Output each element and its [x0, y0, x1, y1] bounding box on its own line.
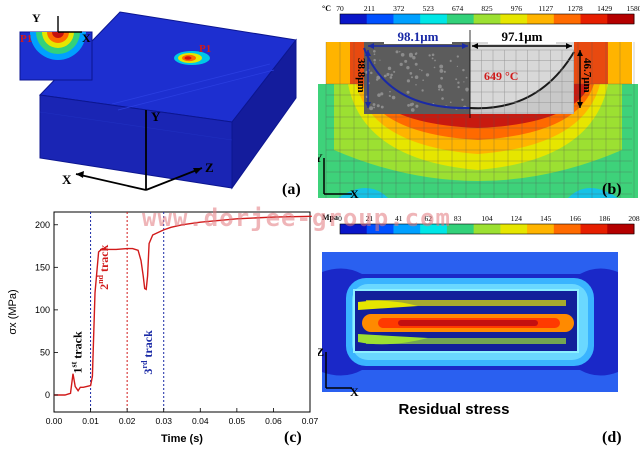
x-tick-label: 0.02: [119, 416, 136, 426]
y-tick-label: 100: [35, 305, 50, 315]
p1-label: P1: [199, 43, 211, 55]
inset-axis-y: Y: [32, 11, 41, 25]
colorbar-tick-label: 1580: [627, 4, 640, 13]
colorbar-tick-label: 70: [336, 4, 344, 13]
panel-a-figure: P1 Y X P1 Y X Z (a): [0, 0, 318, 202]
colorbar-tick-label: 186: [599, 214, 611, 223]
colorbar-tick-label: 211: [364, 4, 375, 13]
y-axis-title: σx (MPa): [7, 289, 19, 334]
colorbar-segment: [340, 14, 367, 24]
track-label: 2nd track: [96, 244, 111, 290]
inset-axis-x: X: [82, 31, 91, 45]
x-tick-label: 0.00: [46, 416, 63, 426]
y-tick-label: 50: [40, 347, 50, 357]
temperature-unit: °C: [322, 4, 331, 13]
axis-x-label-d: X: [350, 385, 359, 399]
panel-b-label: (b): [602, 181, 622, 198]
colorbar-tick-label: 372: [393, 4, 405, 13]
y-tick-label: 200: [35, 220, 50, 230]
axis-x-label-b: X: [350, 187, 359, 201]
colorbar-segment: [474, 14, 501, 24]
colorbar-segment: [367, 14, 394, 24]
colorbar-segment: [581, 224, 608, 234]
colorbar-tick-label: 674: [452, 4, 464, 13]
colorbar-tick-label: 1429: [597, 4, 612, 13]
colorbar-segment: [554, 14, 581, 24]
colorbar-tick-label: 1278: [568, 4, 583, 13]
y-tick-label: 0: [45, 390, 50, 400]
axis-z-label: Z: [205, 160, 214, 175]
panel-a: P1 Y X P1 Y X Z (a): [0, 0, 318, 202]
inset-p1-label: P1: [20, 33, 32, 45]
axis-x-label: X: [62, 172, 72, 187]
colorbar-segment: [393, 14, 420, 24]
panel-a-label: (a): [282, 181, 301, 198]
peak-temperature: 649 °C: [484, 69, 518, 83]
colorbar-tick-label: 976: [511, 4, 523, 13]
panel-c-label: (c): [284, 429, 302, 446]
colorbar-segment: [607, 14, 634, 24]
stress-time-chart: 0.00 0.01 0.02 0.03 0.04 0.05 0.06 0.07 0 50 100 15…: [0, 202, 318, 458]
colorbar-tick-label: 145: [540, 214, 552, 223]
x-tick-label: 0.01: [82, 416, 99, 426]
colorbar-tick-label: 166: [570, 214, 582, 223]
depth-left: 38.8μm: [355, 58, 367, 93]
colorbar-tick-label: 825: [481, 4, 493, 13]
axis-y-label-b: Y: [318, 151, 323, 165]
width-left: 98.1μm: [398, 29, 439, 44]
x-tick-label: 0.07: [302, 416, 318, 426]
colorbar-segment: [581, 14, 608, 24]
panel-b-figure: °C 70 211 372 523 674 825 976 1127 1278 1429 1580: [318, 0, 640, 202]
colorbar-tick-label: 208: [628, 214, 640, 223]
track-label: 1st track: [69, 331, 84, 373]
temperature-colorbar: 70 211 372 523 674 825 976 1127 1278 1429 1580: [336, 4, 640, 24]
y-tick-label: 150: [35, 262, 50, 272]
colorbar-segment: [607, 224, 634, 234]
colorbar-segment: [447, 14, 474, 24]
panel-d-label: (d): [602, 429, 622, 446]
axis-y-label: Y: [151, 109, 161, 124]
x-tick-label: 0.06: [265, 416, 282, 426]
width-right: 97.1μm: [502, 29, 543, 44]
colorbar-segment: [420, 14, 447, 24]
x-tick-label: 0.04: [192, 416, 209, 426]
panel-c: 0.00 0.01 0.02 0.03 0.04 0.05 0.06 0.07 0 50 100 15…: [0, 202, 318, 458]
colorbar-segment: [527, 14, 554, 24]
colorbar-tick-label: 523: [423, 4, 435, 13]
panel-b: °C 70 211 372 523 674 825 976 1127 1278 1429 1580: [318, 0, 640, 202]
depth-right: 46.7μm: [581, 58, 593, 93]
residual-stress-caption: Residual stress: [399, 401, 510, 418]
x-axis-title: Time (s): [161, 433, 203, 445]
x-tick-label: 0.05: [229, 416, 246, 426]
colorbar-segment: [554, 224, 581, 234]
x-tick-label: 0.03: [155, 416, 172, 426]
axis-z-label-d: Z: [318, 345, 324, 359]
track-label: 3rd track: [140, 330, 155, 375]
watermark: www.dorjee-group.com: [142, 204, 536, 232]
colorbar-segment: [500, 14, 527, 24]
plot-frame: [54, 212, 310, 412]
stress-series-line: [54, 216, 312, 395]
colorbar-tick-label: 1127: [538, 4, 553, 13]
